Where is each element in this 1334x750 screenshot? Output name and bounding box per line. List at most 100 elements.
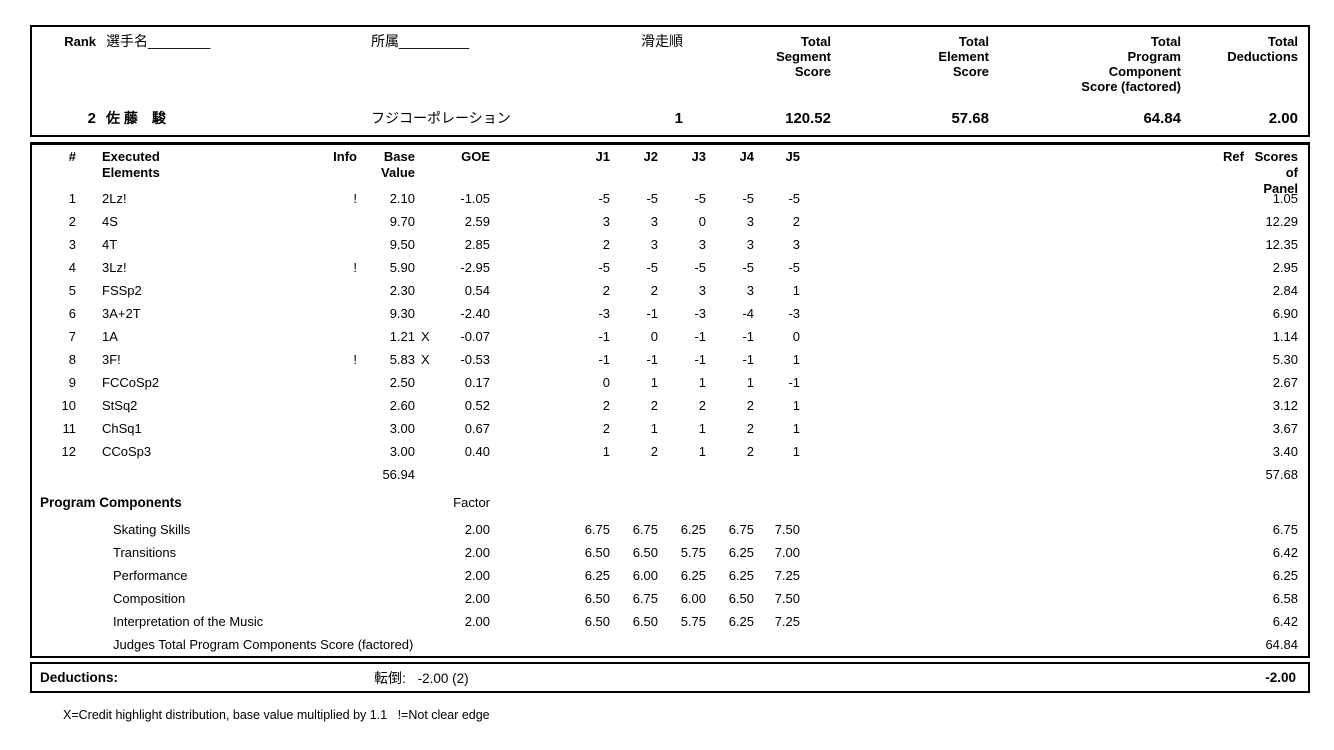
element-info: ! <box>353 191 357 206</box>
element-j5: 1 <box>792 398 800 413</box>
element-base-value: 2.50 <box>389 375 415 390</box>
element-j2: -5 <box>646 260 658 275</box>
falls-label: 転倒: <box>374 669 406 686</box>
footnote: X=Credit highlight distribution, base va… <box>63 708 490 722</box>
element-x-marker: X <box>421 329 430 344</box>
element-number: 2 <box>68 214 76 229</box>
component-name: Composition <box>113 591 186 606</box>
element-x-marker <box>415 279 441 302</box>
element-j3: 0 <box>698 214 706 229</box>
element-info: ! <box>353 260 357 275</box>
element-number: 5 <box>68 283 76 298</box>
total-panel-score: 57.68 <box>1265 467 1298 482</box>
component-row: Performance 2.00 6.25 6.00 6.25 6.25 7.2… <box>32 564 1308 587</box>
element-info <box>312 302 357 325</box>
element-j5: -3 <box>788 306 800 321</box>
element-j2: 1 <box>650 375 658 390</box>
elements-table: # Executed Elements Info Base Value GOE … <box>30 142 1310 658</box>
element-goe: -0.53 <box>460 352 490 367</box>
total-segment-score-label: Total Segment Score <box>776 34 831 79</box>
element-row: 7 1A 1.21 X -0.07 -1 0 -1 -1 0 1.14 <box>32 325 1308 348</box>
element-x-marker <box>415 394 441 417</box>
element-j4: 3 <box>746 237 754 252</box>
score-sheet: Rank 2 選手名________ 佐 藤 駿 所属_________ フジコ… <box>30 25 1310 722</box>
deductions-box: Deductions: 転倒: -2.00 (2) -2.00 <box>30 662 1310 693</box>
element-row: 10 StSq2 2.60 0.52 2 2 2 2 1 3.12 <box>32 394 1308 417</box>
element-j3: -1 <box>694 352 706 367</box>
col-j4: J4 <box>739 149 754 164</box>
element-j2: 2 <box>650 444 658 459</box>
component-j3: 5.75 <box>680 614 706 629</box>
element-j5: 0 <box>792 329 800 344</box>
component-factor: 2.00 <box>464 522 490 537</box>
program-components-title: Program Components <box>40 495 182 510</box>
element-goe: 2.59 <box>464 214 490 229</box>
affiliation-value: フジコーポレーション <box>371 110 511 126</box>
component-j1: 6.25 <box>584 568 610 583</box>
element-j4: 2 <box>746 444 754 459</box>
deduction-detail: 転倒: -2.00 (2) <box>374 668 469 688</box>
deductions-label: Deductions: <box>40 670 119 685</box>
component-j3: 6.25 <box>680 568 706 583</box>
element-row: 1 2Lz! ! 2.10 -1.05 -5 -5 -5 -5 -5 1.05 <box>32 187 1308 210</box>
element-x-marker <box>415 371 441 394</box>
element-panel-score: 3.12 <box>1272 398 1298 413</box>
element-name: FSSp2 <box>102 283 142 298</box>
element-j2: 3 <box>650 214 658 229</box>
skater-name-label: 選手名________ <box>106 33 211 49</box>
total-program-component-score-label: Total Program Component Score (factored) <box>1081 34 1181 94</box>
col-j1: J1 <box>595 149 610 164</box>
element-name: CCoSp3 <box>102 444 152 459</box>
element-j3: 2 <box>698 398 706 413</box>
component-name: Skating Skills <box>113 522 191 537</box>
element-j5: 3 <box>792 237 800 252</box>
element-row: 2 4S 9.70 2.59 3 3 0 3 2 12.29 <box>32 210 1308 233</box>
element-name: 4S <box>102 214 118 229</box>
program-components-header: Program Components Factor <box>32 486 1308 518</box>
element-j2: 1 <box>650 421 658 436</box>
skater-column: 選手名________ 佐 藤 駿 <box>96 34 361 127</box>
judges-total-value: 64.84 <box>1265 637 1298 652</box>
element-info <box>312 440 357 463</box>
component-panel-score: 6.25 <box>1272 568 1298 583</box>
element-j4: 1 <box>746 375 754 390</box>
affiliation-label: 所属_________ <box>371 33 470 49</box>
component-j2: 6.75 <box>632 591 658 606</box>
element-j5: -5 <box>788 191 800 206</box>
rank-label: Rank <box>64 34 96 49</box>
component-j4: 6.50 <box>728 591 754 606</box>
element-number: 8 <box>68 352 76 367</box>
element-j4: -1 <box>742 352 754 367</box>
element-x-marker <box>415 256 441 279</box>
component-row: Transitions 2.00 6.50 6.50 5.75 6.25 7.0… <box>32 541 1308 564</box>
element-goe: 2.85 <box>464 237 490 252</box>
element-j5: 2 <box>792 214 800 229</box>
element-j1: -5 <box>598 191 610 206</box>
element-j2: -1 <box>646 352 658 367</box>
element-name: FCCoSp2 <box>102 375 160 390</box>
element-j4: 3 <box>746 283 754 298</box>
falls-value: -2.00 (2) <box>417 670 469 686</box>
element-number: 10 <box>61 398 76 413</box>
col-j5: J5 <box>785 149 800 164</box>
component-factor: 2.00 <box>464 545 490 560</box>
element-number: 9 <box>68 375 76 390</box>
element-j3: -3 <box>694 306 706 321</box>
starting-order-value: 1 <box>674 110 683 127</box>
element-j3: 3 <box>698 237 706 252</box>
total-deductions-column: Total Deductions 2.00 <box>1181 34 1308 127</box>
element-j4: -4 <box>742 306 754 321</box>
element-panel-score: 3.40 <box>1272 444 1298 459</box>
component-j1: 6.50 <box>584 614 610 629</box>
element-j3: 1 <box>698 375 706 390</box>
element-number: 11 <box>62 421 77 436</box>
component-j2: 6.50 <box>632 545 658 560</box>
col-base-value: Base Value <box>381 149 415 180</box>
element-panel-score: 2.95 <box>1272 260 1298 275</box>
element-j4: -5 <box>742 191 754 206</box>
element-j4: 3 <box>746 214 754 229</box>
total-element-score-value: 57.68 <box>951 110 989 127</box>
element-j1: -3 <box>598 306 610 321</box>
element-j5: 1 <box>792 352 800 367</box>
element-j4: 2 <box>746 421 754 436</box>
